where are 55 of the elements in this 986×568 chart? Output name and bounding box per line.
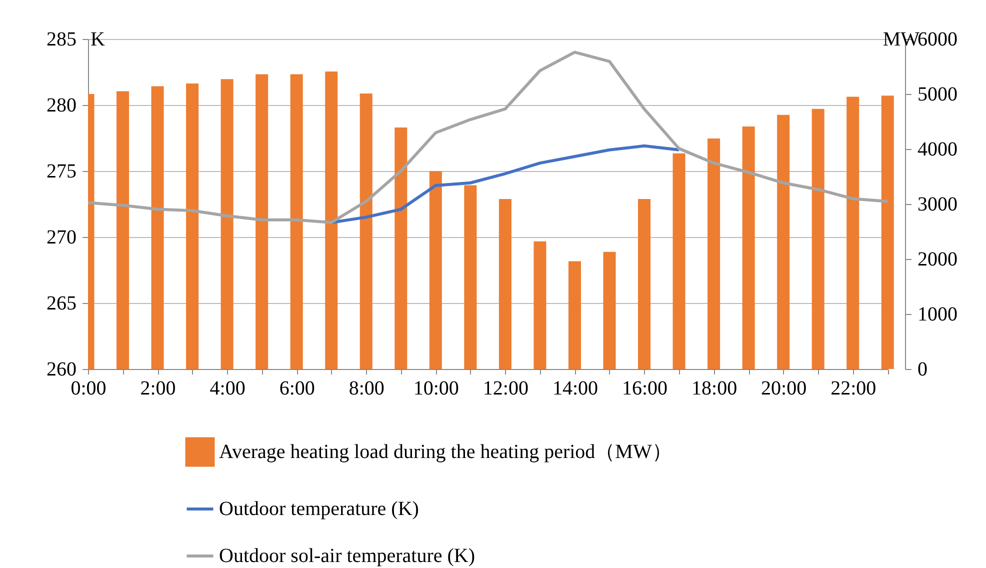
- y-tick-label: 280: [46, 94, 76, 116]
- bar: [881, 96, 894, 369]
- y2-tick-label: 1000: [918, 304, 958, 326]
- y-tick-label: 285: [46, 28, 76, 50]
- y2-tick-label: 3000: [918, 194, 958, 216]
- bar: [603, 252, 616, 369]
- legend-label: Average heating load during the heating period（MW）: [219, 441, 672, 463]
- x-tick-label: 8:00: [348, 378, 384, 400]
- legend-label: Outdoor temperature (K): [219, 498, 419, 520]
- x-tick-label: 18:00: [692, 378, 738, 400]
- y2-tick-label: 6000: [918, 28, 958, 50]
- bar: [256, 74, 268, 369]
- bar: [394, 128, 408, 369]
- y-tick-label: 265: [46, 292, 76, 314]
- x-tick-label: 4:00: [210, 378, 246, 400]
- y2-tick-label: 0: [918, 358, 928, 380]
- bar: [429, 171, 442, 369]
- bar: [742, 126, 755, 369]
- y-tick-label: 260: [46, 358, 76, 380]
- x-tick-label: 16:00: [622, 378, 668, 400]
- x-tick-label: 20:00: [761, 378, 807, 400]
- y2-tick-label: 5000: [918, 84, 958, 106]
- y2-tick-label: 4000: [918, 138, 958, 160]
- bar: [498, 199, 512, 369]
- bar: [220, 79, 234, 369]
- x-tick-label: 0:00: [70, 378, 106, 400]
- x-tick-label: 2:00: [140, 378, 176, 400]
- bar: [290, 74, 303, 369]
- x-tick-label: 12:00: [482, 378, 528, 400]
- bar: [360, 93, 372, 369]
- bar: [672, 153, 686, 369]
- legend-label: Outdoor sol-air temperature (K): [219, 545, 476, 567]
- bar: [186, 84, 199, 369]
- bar: [777, 114, 790, 369]
- x-tick-label: 10:00: [413, 378, 459, 400]
- y2-axis-title: MW: [882, 28, 920, 50]
- bar: [534, 241, 546, 369]
- line-series: [330, 144, 681, 224]
- bar: [325, 71, 338, 369]
- y-axis-title: K: [90, 28, 106, 50]
- bar: [151, 86, 164, 369]
- bar: [568, 261, 581, 369]
- bar: [846, 96, 860, 369]
- bar: [638, 199, 651, 369]
- y-tick-label: 275: [46, 160, 76, 182]
- x-tick-label: 14:00: [552, 378, 598, 400]
- x-tick-label: 6:00: [279, 378, 315, 400]
- x-tick-label: 22:00: [830, 378, 876, 400]
- bar: [116, 91, 130, 369]
- bar: [708, 138, 720, 369]
- line-series: [86, 50, 890, 224]
- bar: [464, 185, 477, 369]
- y-tick-label: 270: [46, 226, 76, 248]
- bar: [812, 108, 824, 369]
- y2-tick-label: 2000: [918, 248, 958, 270]
